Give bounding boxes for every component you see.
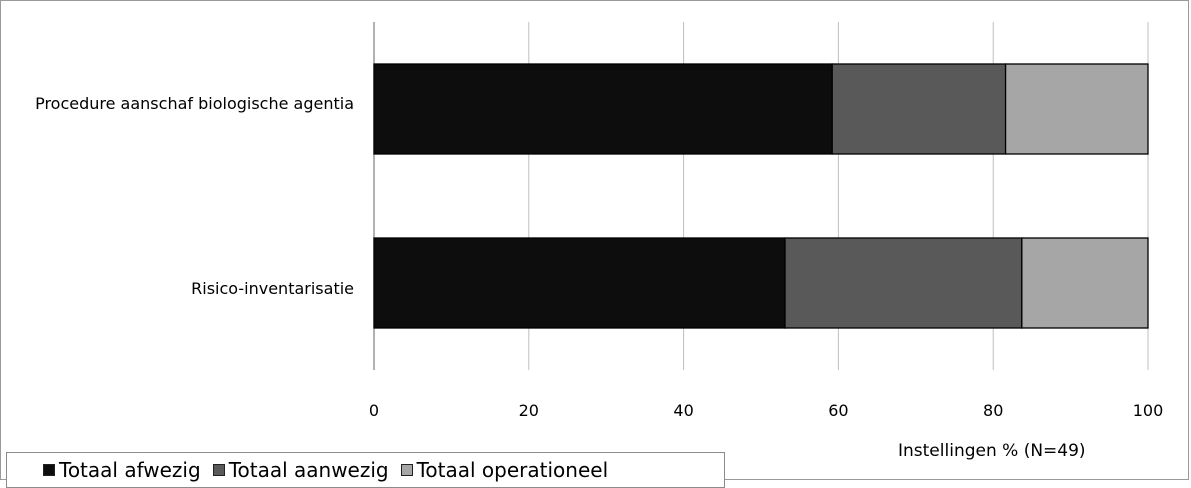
x-tick-label-100: 100 (1133, 401, 1164, 420)
x-axis-title: Instellingen % (N=49) (898, 441, 1086, 461)
x-tick-label-0: 0 (369, 401, 379, 420)
bar-0-totaal-afwezig (373, 63, 833, 155)
legend-label-operationeel: Totaal operationeel (416, 458, 609, 482)
legend-swatch-afwezig (43, 464, 55, 476)
legend-label-aanwezig: Totaal aanwezig (228, 458, 389, 482)
x-tick-label-80: 80 (983, 401, 1003, 420)
legend-label-afwezig: Totaal afwezig (59, 458, 201, 482)
legend: Totaal afwezig Totaal aanwezig Totaal op… (6, 452, 725, 488)
legend-item-afwezig: Totaal afwezig (43, 458, 201, 482)
bar-1-totaal-operationeel (1021, 237, 1149, 329)
bar-0-totaal-aanwezig (831, 63, 1007, 155)
x-tick-label-60: 60 (828, 401, 848, 420)
x-tick-label-20: 20 (519, 401, 539, 420)
bar-0-totaal-operationeel (1004, 63, 1149, 155)
legend-swatch-operationeel (400, 464, 413, 476)
x-tick-label-40: 40 (673, 401, 693, 420)
legend-item-aanwezig: Totaal aanwezig (212, 458, 389, 482)
bar-1-totaal-aanwezig (784, 237, 1023, 329)
legend-swatch-aanwezig (212, 464, 225, 476)
category-label-procedure: Procedure aanschaf biologische agentia (35, 94, 354, 113)
category-label-risico: Risico-inventarisatie (191, 279, 354, 298)
legend-item-operationeel: Totaal operationeel (400, 458, 609, 482)
bar-1-totaal-afwezig (373, 237, 786, 329)
